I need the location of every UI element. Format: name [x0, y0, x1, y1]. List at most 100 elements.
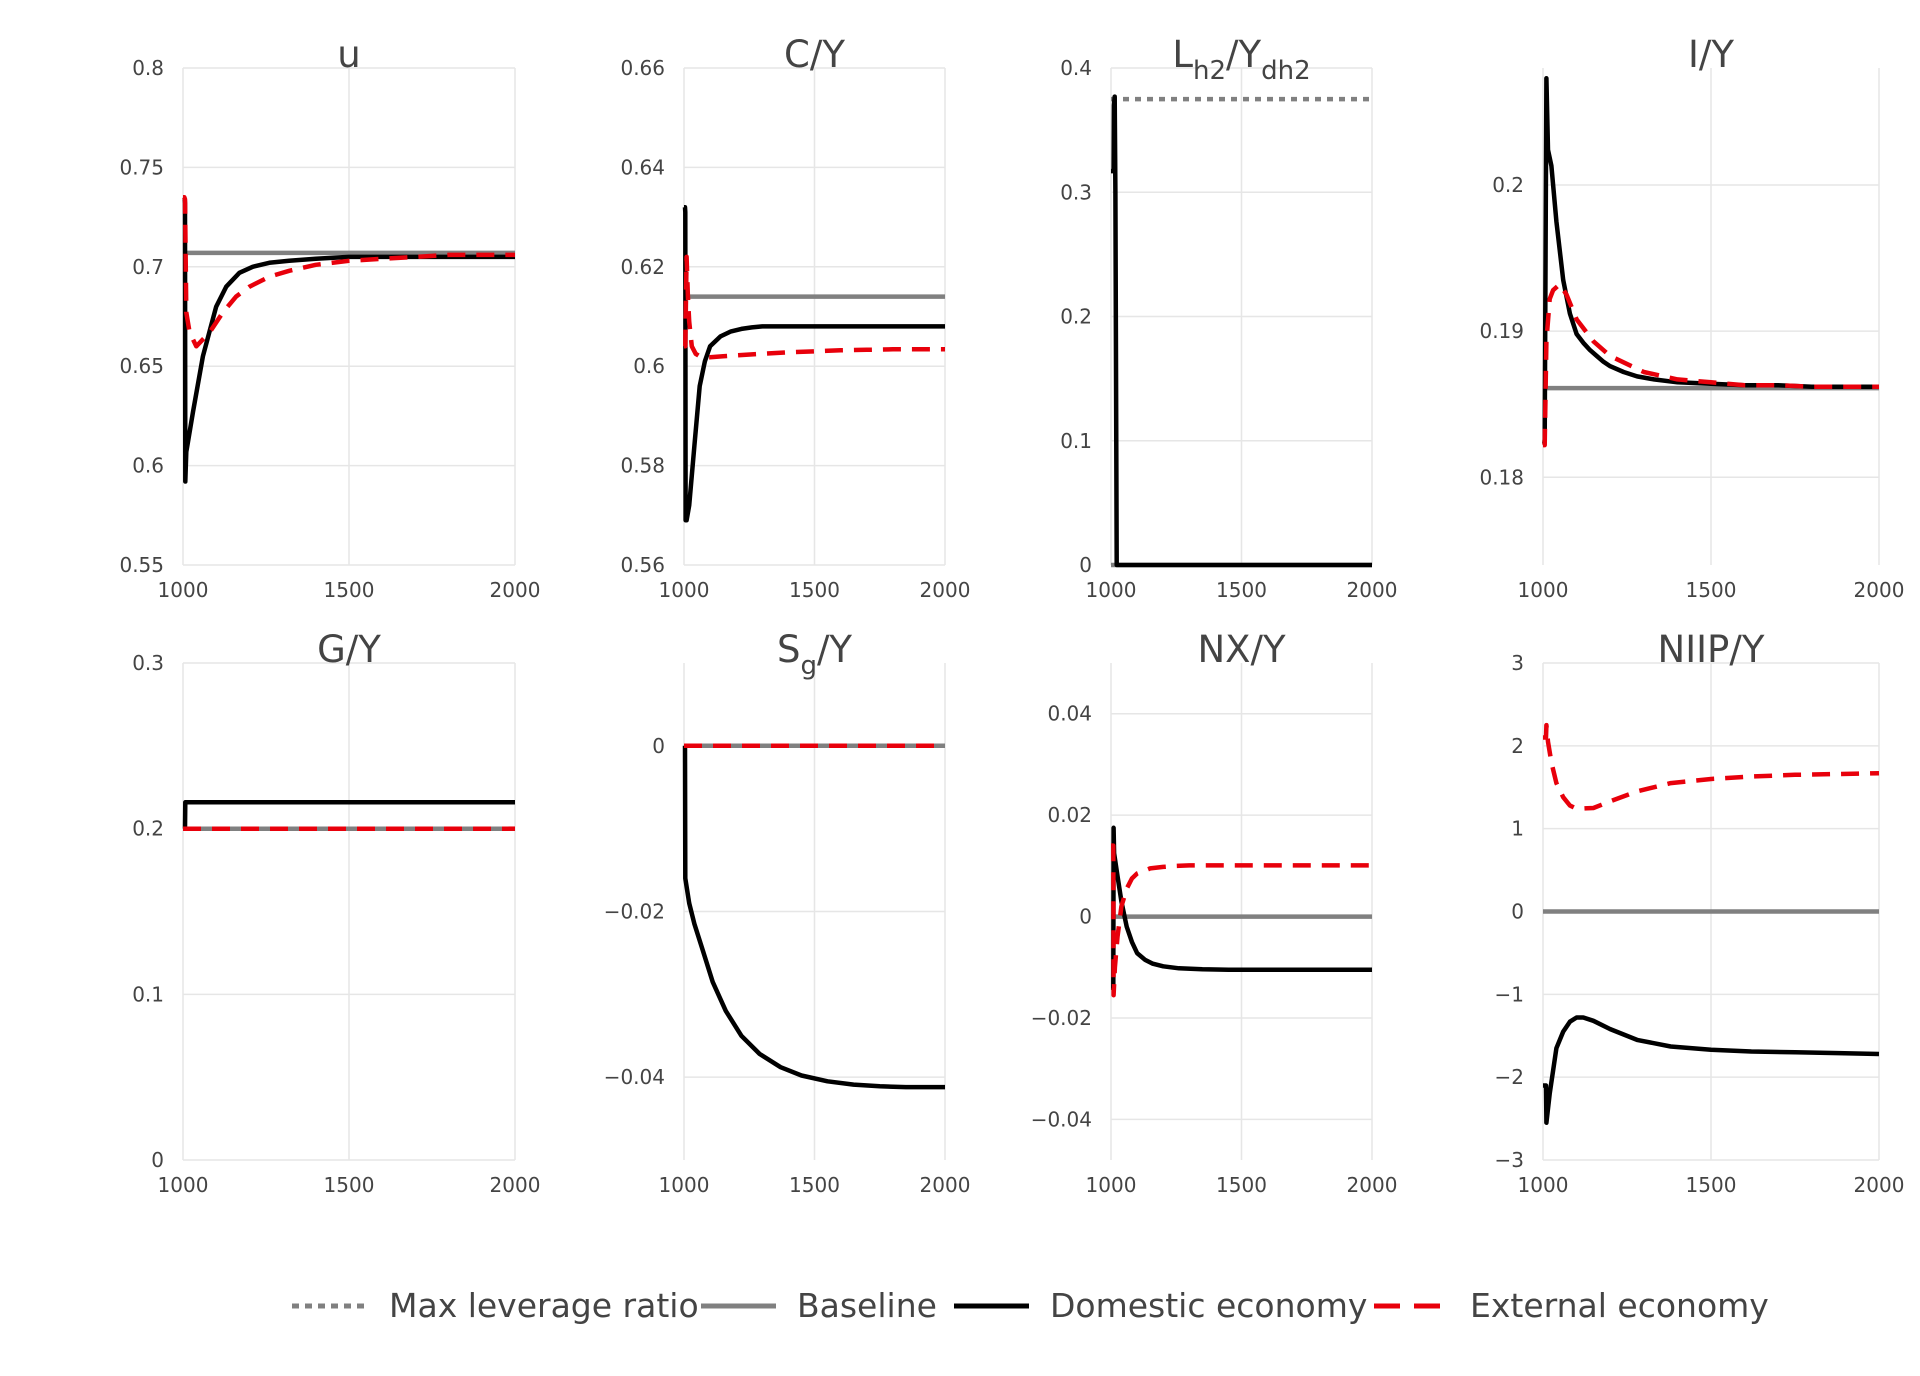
y-tick-label: 0.8	[132, 56, 164, 80]
y-tick-label: 0.19	[1479, 319, 1524, 343]
panel-title: I/Y	[1688, 33, 1734, 76]
y-tick-label: 0.66	[620, 56, 665, 80]
x-tick-label: 1500	[789, 1173, 840, 1197]
series-line-domestic	[682, 204, 945, 523]
x-tick-label: 1500	[1216, 578, 1267, 602]
y-tick-label: 0.2	[132, 817, 164, 841]
legend-item-baseline: Baseline	[701, 1286, 937, 1325]
x-tick-label: 1500	[1216, 1173, 1267, 1197]
x-tick-label: 2000	[1347, 1173, 1398, 1197]
panel-title-main: L	[1172, 33, 1193, 76]
series-line-domestic	[1543, 1015, 1880, 1125]
y-tick-label: 0.6	[132, 454, 164, 478]
y-tick-label: −1	[1495, 982, 1524, 1006]
y-tick-label: 0.58	[620, 454, 665, 478]
series-line-external	[683, 254, 945, 360]
legend-label: Baseline	[797, 1286, 937, 1325]
y-tick-label: 0.64	[620, 155, 665, 179]
y-tick-label: −0.04	[1031, 1107, 1092, 1131]
y-tick-label: 0.1	[132, 982, 164, 1006]
y-tick-label: 0	[1511, 900, 1524, 924]
panel-title: u	[337, 33, 360, 76]
panel-gy: 0 0.1 0.2 0.3 1000 1500 2000 G/Y	[132, 628, 540, 1197]
panel-lhy: 0 0.1 0.2 0.3 0.4 1000 1500 2000 Lh2/Ydh2	[1060, 33, 1397, 602]
panel-title: C/Y	[784, 33, 845, 76]
panel-title: Lh2/Ydh2	[1172, 33, 1310, 86]
x-tick-label: 2000	[920, 578, 971, 602]
panel-title-subscript: h2	[1193, 56, 1226, 86]
y-tick-label: 0.3	[1060, 180, 1092, 204]
y-tick-label: 0	[1079, 905, 1092, 929]
panel-iy: 0.18 0.19 0.2 1000 1500 2000 I/Y	[1479, 33, 1904, 602]
y-tick-label: 0.75	[119, 155, 164, 179]
panel-title-main: S	[777, 628, 801, 671]
series-line-external	[1542, 282, 1879, 448]
panel-title-mid: /Y	[1226, 33, 1261, 76]
panel-nxy: −0.04 −0.02 0 0.02 0.04 1000 1500 2000 NX/Y	[1031, 628, 1398, 1197]
y-tick-label: 0.7	[132, 255, 164, 279]
y-tick-label: 0	[652, 734, 665, 758]
legend-item-max-leverage: Max leverage ratio	[292, 1286, 699, 1325]
panel-title: NX/Y	[1197, 628, 1285, 671]
legend: Max leverage ratio Baseline Domestic econo…	[292, 1286, 1769, 1325]
x-tick-label: 1500	[1686, 578, 1737, 602]
y-tick-label: 0.55	[119, 553, 164, 577]
panel-title-main: I/Y	[1688, 33, 1734, 76]
legend-label: Domestic economy	[1050, 1286, 1367, 1325]
series-line-domestic	[682, 743, 945, 1090]
series-line-external	[1111, 843, 1372, 998]
y-tick-label: 0.4	[1060, 56, 1092, 80]
panel-title-main: C/Y	[784, 33, 845, 76]
y-tick-label: −0.02	[1031, 1006, 1092, 1030]
x-tick-label: 2000	[920, 1173, 971, 1197]
y-tick-label: 2	[1511, 734, 1524, 758]
y-tick-label: 0.2	[1060, 305, 1092, 329]
x-tick-label: 1500	[789, 578, 840, 602]
legend-item-external: External economy	[1374, 1286, 1769, 1325]
x-tick-label: 2000	[490, 1173, 541, 1197]
y-tick-label: 0.1	[1060, 429, 1092, 453]
y-tick-label: −0.04	[604, 1065, 665, 1089]
panel-cy: 0.56 0.58 0.6 0.62 0.64 0.66 1000 1500 2000 C/Y	[620, 33, 970, 602]
x-tick-label: 1000	[659, 578, 710, 602]
y-tick-label: −2	[1495, 1065, 1524, 1089]
legend-label: External economy	[1470, 1286, 1769, 1325]
x-tick-label: 1000	[1518, 1173, 1569, 1197]
y-tick-label: 0.62	[620, 255, 665, 279]
x-tick-label: 1000	[1086, 1173, 1137, 1197]
x-tick-label: 1000	[158, 578, 209, 602]
panel-title-main: NIIP/Y	[1658, 628, 1765, 671]
y-tick-label: −0.02	[604, 900, 665, 924]
series-line-domestic	[1111, 94, 1372, 568]
panel-niipy: −3 −2 −1 0 1 2 3 1000 1500 2000 NIIP/Y	[1495, 628, 1905, 1197]
x-tick-label: 2000	[490, 578, 541, 602]
x-tick-label: 1500	[324, 578, 375, 602]
panel-title: Sg/Y	[777, 628, 852, 681]
x-tick-label: 1000	[659, 1173, 710, 1197]
series-line-external	[182, 194, 515, 349]
panel-title-main: NX/Y	[1197, 628, 1285, 671]
panel-title: NIIP/Y	[1658, 628, 1765, 671]
x-tick-label: 1000	[158, 1173, 209, 1197]
y-tick-label: 0.6	[633, 354, 665, 378]
y-tick-label: 3	[1511, 651, 1524, 675]
panel-title-subscript: dh2	[1261, 56, 1311, 86]
panel-title-subscript: g	[800, 651, 817, 681]
y-tick-label: 0	[1079, 553, 1092, 577]
x-tick-label: 2000	[1854, 578, 1905, 602]
panel-title-mid: /Y	[817, 628, 852, 671]
y-tick-label: 0.65	[119, 354, 164, 378]
x-tick-label: 1000	[1086, 578, 1137, 602]
y-tick-label: 0.2	[1492, 173, 1524, 197]
x-tick-label: 1500	[324, 1173, 375, 1197]
y-tick-label: 0.18	[1479, 465, 1524, 489]
panel-title-main: u	[337, 33, 360, 76]
panel-title: G/Y	[317, 628, 381, 671]
y-tick-label: 0	[151, 1148, 164, 1172]
panel-sgy: −0.04 −0.02 0 1000 1500 2000 Sg/Y	[604, 628, 971, 1197]
panel-title-main: G/Y	[317, 628, 381, 671]
x-tick-label: 2000	[1854, 1173, 1905, 1197]
y-tick-label: 1	[1511, 817, 1524, 841]
